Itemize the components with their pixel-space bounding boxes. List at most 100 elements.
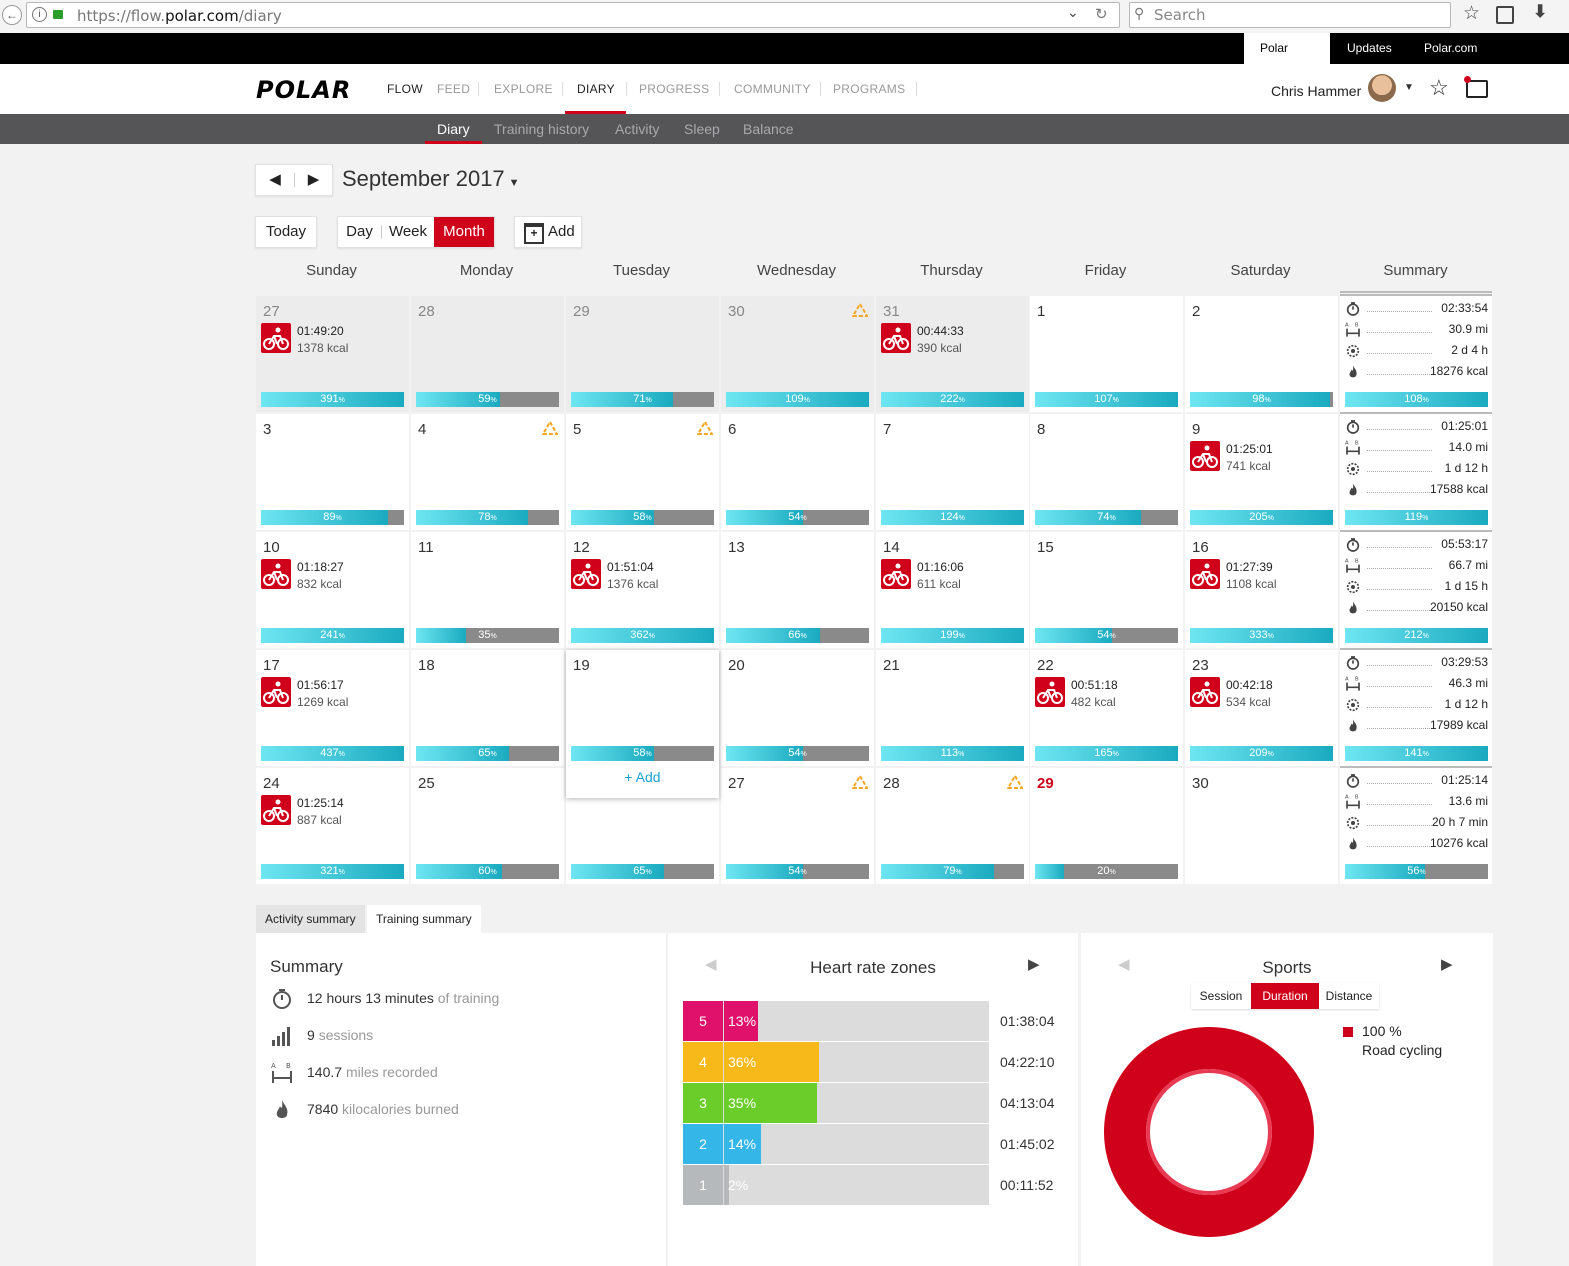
warning-icon[interactable]	[851, 302, 869, 322]
day-cell[interactable]: 21 113%	[876, 650, 1029, 766]
hr-next-icon[interactable]: ▶	[1028, 956, 1040, 973]
user-menu-chevron-icon[interactable]: ▼	[1404, 82, 1414, 93]
toggle-distance[interactable]: Distance	[1325, 989, 1373, 1003]
day-cell[interactable]: 30 109%	[721, 296, 874, 412]
day-cell[interactable]: 30	[1185, 768, 1338, 884]
nav-progress[interactable]: PROGRESS	[639, 82, 710, 96]
day-cell[interactable]: 29 71%	[566, 296, 719, 412]
day-cell[interactable]: 17 01:56:17 1269 kcal 437%	[256, 650, 409, 766]
subnav-sleep[interactable]: Sleep	[684, 121, 720, 137]
sports-prev-icon[interactable]: ◀	[1118, 956, 1130, 973]
training-session[interactable]: 00:44:33 390 kcal	[881, 323, 1026, 355]
nav-explore[interactable]: EXPLORE	[494, 82, 553, 96]
month-selector[interactable]: September 2017 ▼	[342, 166, 520, 192]
week-view-button[interactable]: Week	[388, 223, 428, 240]
day-view-button[interactable]: Day	[346, 223, 373, 240]
sync-notification-icon[interactable]	[1466, 80, 1488, 98]
add-button[interactable]: + Add	[514, 216, 582, 248]
warning-icon[interactable]	[696, 420, 714, 440]
nav-feed[interactable]: FEED	[437, 82, 471, 96]
day-cell[interactable]: 24 01:25:14 887 kcal 321%	[256, 768, 409, 884]
training-session[interactable]: 00:51:18 482 kcal	[1035, 677, 1180, 709]
week-summary-cell[interactable]: 05:53:17 A B 66.7 mi 1 d 15 h 20150 kcal 212%	[1340, 530, 1492, 648]
polar-logo[interactable]: POLAR	[256, 76, 352, 104]
hr-prev-icon[interactable]: ◀	[705, 956, 717, 973]
month-view-button[interactable]: Month	[434, 217, 494, 247]
day-cell[interactable]: 12 01:51:04 1376 kcal 362%	[566, 532, 719, 648]
day-cell[interactable]: 10 01:18:27 832 kcal 241%	[256, 532, 409, 648]
day-cell[interactable]: 1 107%	[1030, 296, 1183, 412]
day-cell[interactable]: 8 74%	[1030, 414, 1183, 530]
back-icon[interactable]: ←	[2, 5, 22, 25]
day-cell[interactable]: 23 00:42:18 534 kcal 209%	[1185, 650, 1338, 766]
reading-list-icon[interactable]	[1496, 6, 1514, 24]
day-cell[interactable]: 27 54%	[721, 768, 874, 884]
training-session[interactable]: 01:25:01 741 kcal	[1190, 441, 1335, 473]
training-session[interactable]: 01:51:04 1376 kcal	[571, 559, 716, 591]
week-summary-cell[interactable]: 01:25:14 A B 13.6 mi 20 h 7 min 10276 kcal 56%	[1340, 766, 1492, 884]
subnav-diary[interactable]: Diary	[437, 121, 470, 137]
day-cell[interactable]: 7 124%	[876, 414, 1029, 530]
today-button[interactable]: Today	[255, 216, 317, 248]
subnav-training-history[interactable]: Training history	[494, 121, 590, 137]
sports-next-icon[interactable]: ▶	[1441, 956, 1453, 973]
nav-diary[interactable]: DIARY	[577, 82, 615, 96]
subnav-activity[interactable]: Activity	[615, 121, 660, 137]
nav-programs[interactable]: PROGRAMS	[833, 82, 906, 96]
add-entry-link[interactable]: + Add	[624, 769, 661, 785]
day-cell[interactable]: 3 89%	[256, 414, 409, 530]
day-cell[interactable]: 18 65%	[411, 650, 564, 766]
search-input[interactable]: ⚲ Search	[1129, 2, 1451, 28]
day-cell[interactable]: 31 00:44:33 390 kcal 222%	[876, 296, 1029, 412]
tab-training-summary[interactable]: Training summary	[367, 905, 481, 933]
day-cell[interactable]: 20 54%	[721, 650, 874, 766]
day-cell[interactable]: 2 98%	[1185, 296, 1338, 412]
url-bar[interactable]: i https://flow.polar.com/diary ⌄ ↻	[26, 2, 1120, 28]
info-icon[interactable]: i	[32, 7, 47, 22]
week-summary-cell[interactable]: 01:25:01 A B 14.0 mi 1 d 12 h 17588 kcal 119%	[1340, 412, 1492, 530]
toggle-duration[interactable]: Duration	[1251, 983, 1319, 1009]
day-cell[interactable]: 6 54%	[721, 414, 874, 530]
day-cell[interactable]: 28 59%	[411, 296, 564, 412]
nav-flow[interactable]: FLOW	[387, 82, 423, 96]
updates-link[interactable]: Updates	[1347, 41, 1392, 55]
day-cell[interactable]: 4 78%	[411, 414, 564, 530]
day-cell[interactable]: 15 54%	[1030, 532, 1183, 648]
week-summary-cell[interactable]: 02:33:54 A B 30.9 mi 2 d 4 h 18276 kcal 108%	[1340, 294, 1492, 412]
day-cell[interactable]: 29 20%	[1030, 768, 1183, 884]
chevron-down-icon[interactable]: ⌄	[1067, 4, 1079, 20]
warning-icon[interactable]	[541, 420, 559, 440]
training-session[interactable]: 01:16:06 611 kcal	[881, 559, 1026, 591]
day-cell[interactable]: 14 01:16:06 611 kcal 199%	[876, 532, 1029, 648]
training-session[interactable]: 01:49:20 1378 kcal	[261, 323, 406, 355]
reload-icon[interactable]: ↻	[1095, 6, 1108, 23]
download-icon[interactable]: ⬇	[1533, 2, 1548, 21]
day-cell[interactable]: 9 01:25:01 741 kcal 205%	[1185, 414, 1338, 530]
favorites-star-icon[interactable]: ☆	[1429, 75, 1449, 100]
training-session[interactable]: 00:42:18 534 kcal	[1190, 677, 1335, 709]
day-cell[interactable]: 13 66%	[721, 532, 874, 648]
day-cell[interactable]: 28 79%	[876, 768, 1029, 884]
subnav-balance[interactable]: Balance	[743, 121, 794, 137]
day-cell[interactable]: 5 58%	[566, 414, 719, 530]
day-cell[interactable]: 16 01:27:39 1108 kcal 333%	[1185, 532, 1338, 648]
training-session[interactable]: 01:27:39 1108 kcal	[1190, 559, 1335, 591]
day-cell[interactable]: 22 00:51:18 482 kcal 165%	[1030, 650, 1183, 766]
next-month-button[interactable]: ▶	[307, 171, 320, 188]
prev-month-button[interactable]: ◀	[269, 171, 281, 188]
warning-icon[interactable]	[1006, 774, 1024, 794]
training-session[interactable]: 01:18:27 832 kcal	[261, 559, 406, 591]
tab-activity-summary[interactable]: Activity summary	[256, 905, 365, 933]
training-session[interactable]: 01:56:17 1269 kcal	[261, 677, 406, 709]
training-session[interactable]: 01:25:14 887 kcal	[261, 795, 406, 827]
day-cell[interactable]: 27 01:49:20 1378 kcal 391%	[256, 296, 409, 412]
toggle-session[interactable]: Session	[1199, 989, 1243, 1003]
warning-icon[interactable]	[851, 774, 869, 794]
bookmark-star-icon[interactable]: ☆	[1463, 3, 1481, 24]
user-name[interactable]: Chris Hammer	[1271, 83, 1362, 99]
nav-community[interactable]: COMMUNITY	[734, 82, 811, 96]
day-cell[interactable]: 25 60%	[411, 768, 564, 884]
day-cell[interactable]: 19 58% + Add	[566, 650, 719, 798]
avatar[interactable]	[1368, 74, 1396, 102]
day-cell[interactable]: 11 35%	[411, 532, 564, 648]
